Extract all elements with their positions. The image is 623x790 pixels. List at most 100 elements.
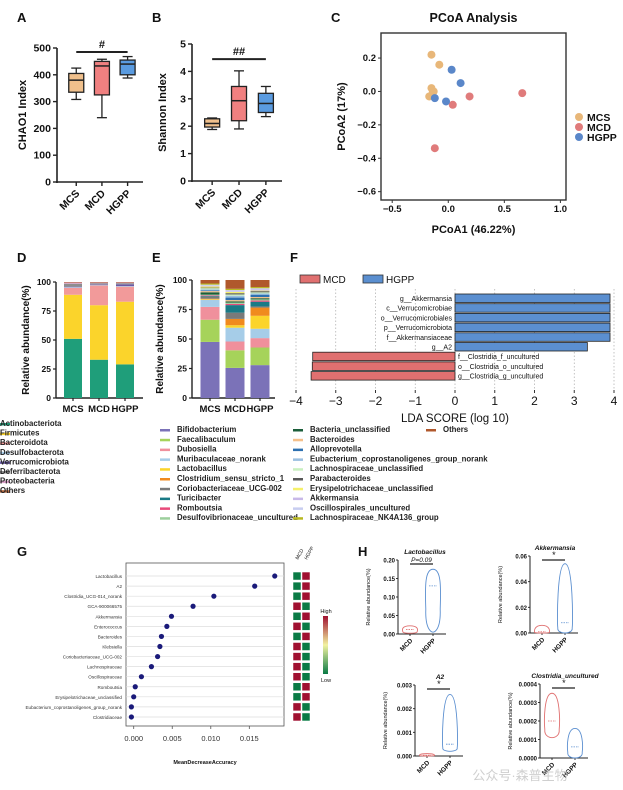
- panel-label-a: A: [17, 10, 27, 25]
- heatmap-cell: [301, 581, 311, 591]
- legend-label: Coriobacteriaceae_UCG-002: [177, 484, 283, 493]
- x-tick-label: 0.010: [201, 734, 220, 743]
- heatmap-cell: [292, 571, 302, 581]
- data-point-mcd: [465, 92, 474, 101]
- box-mcd: [93, 60, 111, 96]
- lda-bar: [454, 322, 611, 333]
- bar-segment: [225, 293, 245, 295]
- bar-segment: [225, 294, 245, 296]
- x-tick-label: MCS: [62, 404, 83, 415]
- bar-segment: [225, 297, 245, 301]
- lda-bar-label: p__Verrucomicrobiota: [384, 325, 452, 332]
- feature-label: Bacteroides: [98, 634, 123, 639]
- heatmap-cell: [301, 702, 311, 712]
- legend-swatch-mcd: [299, 274, 321, 284]
- violin-mcd: [402, 625, 418, 634]
- importance-point: [155, 653, 161, 660]
- bar-segment: [250, 338, 270, 348]
- bar-segment: [90, 359, 108, 398]
- x-tick-label: 0.5: [498, 204, 512, 215]
- y-axis-title: Relative abundance(%): [508, 692, 514, 749]
- bar-segment: [116, 364, 134, 398]
- y-tick-label: 75: [178, 305, 188, 315]
- violin-mcd: [544, 692, 560, 739]
- significance-label: #: [99, 39, 105, 51]
- heatmap-cell: [292, 652, 302, 661]
- bar-segment: [250, 315, 270, 329]
- feature-label: Lachnospiraceae: [87, 665, 122, 670]
- heatmap-cell: [301, 672, 311, 681]
- y-axis-title: Relative abundance(%): [498, 566, 504, 623]
- heatmap-cell: [292, 601, 302, 611]
- lda-bar-label: g__A2: [432, 345, 452, 352]
- violin-hgpp: [567, 727, 583, 759]
- heatmap-column-label: MCD: [295, 548, 306, 561]
- importance-point: [131, 694, 137, 700]
- lda-bar: [454, 293, 611, 303]
- y-axis-title: Relative abundance(%): [21, 285, 32, 394]
- legend-swatch: [293, 517, 303, 520]
- bar-segment: [64, 294, 82, 339]
- y-tick-label: 0.0003: [519, 701, 538, 707]
- legend-swatch: [160, 438, 170, 442]
- legend-swatch: [293, 458, 303, 461]
- bar-segment: [250, 287, 270, 289]
- x-tick-label: 0.015: [240, 734, 259, 743]
- legend-swatch: [0, 432, 10, 436]
- bar-segment: [250, 298, 270, 300]
- x-tick-label: MCD: [531, 636, 547, 652]
- y-tick-label: 400: [33, 69, 51, 81]
- y-tick-label: 0: [46, 393, 51, 403]
- x-axis-title: LDA SCORE (log 10): [401, 413, 509, 425]
- bar-segment: [250, 297, 270, 299]
- bar-segment: [225, 301, 245, 303]
- y-tick-label: 25: [178, 364, 188, 374]
- bar-segment: [200, 287, 220, 289]
- heatmap-cell: [301, 692, 311, 702]
- bar-segment: [250, 299, 270, 301]
- importance-point: [158, 633, 165, 640]
- heatmap-cell: [292, 702, 302, 712]
- bar-segment: [64, 283, 82, 287]
- heatmap-cell: [292, 612, 302, 621]
- legend-swatch: [160, 497, 170, 501]
- x-tick-label: HGPP: [112, 404, 140, 415]
- feature-label: Lactobacillus: [95, 574, 122, 579]
- bar-segment: [225, 288, 245, 291]
- bar-segment: [225, 291, 245, 294]
- panel-label-e: E: [152, 250, 161, 265]
- bar-segment: [225, 305, 245, 313]
- plot-frame: [380, 32, 567, 201]
- y-tick-label: 5: [180, 39, 186, 51]
- heatmap-column-label: HGPP: [304, 545, 317, 561]
- feature-label: Klebsiella: [102, 645, 122, 650]
- y-tick-label: −0.6: [357, 187, 376, 198]
- bar-segment: [64, 282, 82, 284]
- x-tick-label: MCD: [416, 759, 432, 775]
- heatmap-colorbar: [323, 616, 328, 674]
- y-axis-title: Relative abundance(%): [383, 692, 389, 749]
- y-tick-label: 0.2: [363, 53, 376, 64]
- violin-title: Akkermansia: [534, 545, 576, 552]
- x-tick-label: MCD: [224, 404, 246, 415]
- legend-label: Muribaculaceae_norank: [177, 454, 266, 463]
- legend-label: Akkermansia: [310, 494, 359, 503]
- lda-bar: [311, 361, 456, 371]
- bar-segment: [250, 289, 270, 291]
- lda-bar-label: o__Clostridia_o_uncultured: [458, 364, 543, 371]
- feature-label: Akkermansia: [95, 614, 122, 619]
- significance-label: P=0.09: [411, 557, 432, 564]
- y-tick-label: 300: [33, 96, 51, 108]
- x-tick-label: HGPP: [419, 637, 437, 655]
- bar-segment: [225, 290, 245, 292]
- y-tick-label: 3: [180, 93, 186, 105]
- x-tick-label: −4: [289, 394, 303, 408]
- importance-point: [190, 603, 196, 609]
- bar-segment: [225, 367, 245, 398]
- bar-segment: [200, 298, 220, 300]
- y-tick-label: 0: [45, 177, 51, 189]
- bar-segment: [200, 299, 220, 307]
- y-tick-label: 0.001: [397, 731, 413, 737]
- feature-label: Romboutsia: [97, 685, 122, 690]
- legend-label: Desulfovibrionaceae_uncultured: [177, 513, 298, 522]
